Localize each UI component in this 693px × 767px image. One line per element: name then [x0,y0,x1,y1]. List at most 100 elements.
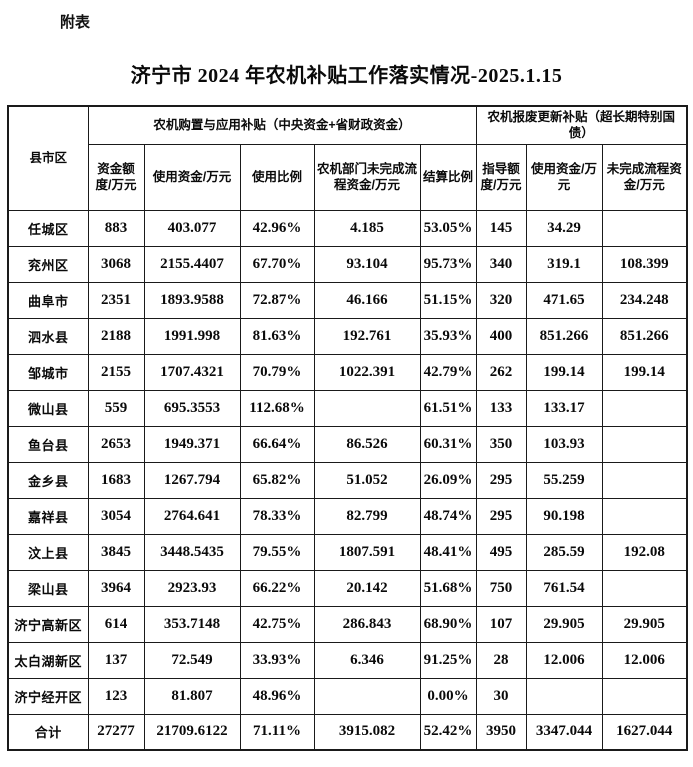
value-cell: 295 [475,497,527,535]
value-cell: 319.1 [525,245,603,283]
value-cell: 53.05% [419,209,477,247]
value-cell [601,461,688,499]
value-cell: 6.346 [313,641,421,679]
value-cell: 471.65 [525,281,603,319]
value-cell: 29.905 [525,605,603,643]
group-header-purchase-subsidy: 农机购置与应用补贴（中央资金+省财政资金） [87,105,477,145]
value-cell: 2155.4407 [143,245,241,283]
column-header: 使用资金/万元 [525,143,603,211]
table-row: 太白湖新区 137 72.549 33.93% 6.346 91.25% 28 12.006 1… [7,641,688,679]
region-cell: 济宁经开区 [7,677,89,715]
table-row: 泗水县 2188 1991.998 81.63% 192.761 35.93% 400 851… [7,317,688,355]
value-cell: 93.104 [313,245,421,283]
value-cell: 27277 [87,713,145,751]
table-row: 嘉祥县 3054 2764.641 78.33% 82.799 48.74% 295 90.1… [7,497,688,535]
table-row: 任城区 883 403.077 42.96% 4.185 53.05% 145 34.29 [7,209,688,247]
value-cell [601,209,688,247]
value-cell: 66.22% [239,569,315,607]
value-cell: 46.166 [313,281,421,319]
value-cell: 1707.4321 [143,353,241,391]
table-row: 汶上县 3845 3448.5435 79.55% 1807.591 48.41% 495 2… [7,533,688,571]
value-cell: 559 [87,389,145,427]
value-cell: 34.29 [525,209,603,247]
value-cell: 1949.371 [143,425,241,463]
value-cell: 2155 [87,353,145,391]
value-cell: 2653 [87,425,145,463]
column-header: 指导额度/万元 [475,143,527,211]
value-cell: 55.259 [525,461,603,499]
table-row: 兖州区 3068 2155.4407 67.70% 93.104 95.73% 340 319… [7,245,688,283]
value-cell: 295 [475,461,527,499]
value-cell: 199.14 [525,353,603,391]
value-cell: 28 [475,641,527,679]
value-cell: 192.761 [313,317,421,355]
value-cell: 42.96% [239,209,315,247]
value-cell: 108.399 [601,245,688,283]
value-cell: 1267.794 [143,461,241,499]
value-cell: 20.142 [313,569,421,607]
value-cell: 3950 [475,713,527,751]
value-cell: 26.09% [419,461,477,499]
column-header: 使用比例 [239,143,315,211]
region-cell: 曲阜市 [7,281,89,319]
table-row: 鱼台县 2653 1949.371 66.64% 86.526 60.31% 350 103.… [7,425,688,463]
value-cell: 107 [475,605,527,643]
value-cell: 851.266 [525,317,603,355]
value-cell: 65.82% [239,461,315,499]
region-cell: 兖州区 [7,245,89,283]
appendix-label: 附表 [60,14,91,31]
value-cell: 2764.641 [143,497,241,535]
value-cell: 60.31% [419,425,477,463]
value-cell: 145 [475,209,527,247]
region-cell: 邹城市 [7,353,89,391]
value-cell: 1807.591 [313,533,421,571]
table-row: 济宁经开区 123 81.807 48.96% 0.00% 30 [7,677,688,715]
value-cell: 70.79% [239,353,315,391]
value-cell: 112.68% [239,389,315,427]
value-cell: 61.51% [419,389,477,427]
value-cell: 695.3553 [143,389,241,427]
value-cell: 3347.044 [525,713,603,751]
column-header: 结算比例 [419,143,477,211]
value-cell: 133.17 [525,389,603,427]
value-cell: 851.266 [601,317,688,355]
value-cell: 1991.998 [143,317,241,355]
value-cell [313,677,421,715]
region-cell: 鱼台县 [7,425,89,463]
value-cell: 0.00% [419,677,477,715]
value-cell: 192.08 [601,533,688,571]
value-cell: 3448.5435 [143,533,241,571]
value-cell: 3054 [87,497,145,535]
region-cell: 泗水县 [7,317,89,355]
value-cell: 103.93 [525,425,603,463]
value-cell: 137 [87,641,145,679]
value-cell: 48.74% [419,497,477,535]
region-cell: 嘉祥县 [7,497,89,535]
value-cell: 48.96% [239,677,315,715]
value-cell [601,389,688,427]
table-row: 梁山县 3964 2923.93 66.22% 20.142 51.68% 750 761.5… [7,569,688,607]
value-cell: 750 [475,569,527,607]
value-cell: 353.7148 [143,605,241,643]
value-cell: 262 [475,353,527,391]
value-cell: 3068 [87,245,145,283]
table-row: 微山县 559 695.3553 112.68% 61.51% 133 133.17 [7,389,688,427]
value-cell: 33.93% [239,641,315,679]
value-cell: 79.55% [239,533,315,571]
region-cell: 微山县 [7,389,89,427]
corner-header: 县市区 [7,105,89,211]
value-cell: 51.15% [419,281,477,319]
value-cell: 51.052 [313,461,421,499]
value-cell: 2923.93 [143,569,241,607]
value-cell: 66.64% [239,425,315,463]
value-cell: 71.11% [239,713,315,751]
subsidy-table: 县市区 农机购置与应用补贴（中央资金+省财政资金） 农机报废更新补贴（超长期特别… [7,105,689,751]
value-cell: 72.87% [239,281,315,319]
value-cell: 495 [475,533,527,571]
value-cell: 3915.082 [313,713,421,751]
value-cell: 3964 [87,569,145,607]
value-cell: 2351 [87,281,145,319]
value-cell: 35.93% [419,317,477,355]
value-cell: 81.807 [143,677,241,715]
